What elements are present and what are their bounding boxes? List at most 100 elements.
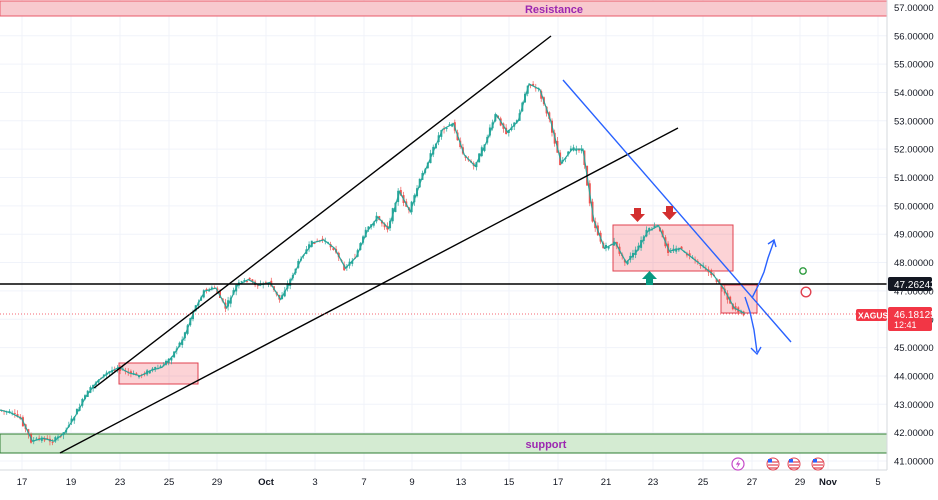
candle-body [70,418,73,423]
time-tick-label: 19 [66,477,77,488]
us-flag-event-icon-2[interactable] [787,457,801,471]
candle-body [451,123,454,127]
price-tick-label: 41.00000 [894,457,934,468]
time-tick-label: Oct [258,477,275,488]
price-tick-label: 50.00000 [894,201,934,212]
time-axis[interactable]: 17 19 23 25 29 Oct 3 7 9 13 15 17 21 23 25 27 29 Nov 5 [17,477,881,488]
candle-body [569,148,572,151]
candle-body [240,281,243,283]
candle-body [283,290,286,297]
us-flag-event-icon-3[interactable] [811,457,825,471]
price-tick-label: 57.00000 [894,3,934,14]
candle-body [343,264,346,271]
channel-upper-line[interactable] [93,35,552,389]
time-tick-label: 29 [795,477,806,488]
resistance-label: Resistance [525,4,583,16]
candle-body [208,289,211,292]
candle-body [685,253,688,256]
time-tick-label: 7 [361,477,366,488]
candle-body [243,280,246,281]
support-zone[interactable] [0,433,888,454]
last-price-tag [888,307,932,331]
candle-body [680,246,683,249]
candle-body [372,222,375,226]
level-price-text: 47.26243 [894,280,936,291]
price-series[interactable] [0,83,746,442]
price-tick-label: 51.00000 [894,173,934,184]
time-tick-label: 21 [601,477,612,488]
time-tick-label: 9 [409,477,414,488]
candle-body [264,282,267,284]
consolidation-box-2[interactable] [612,224,734,272]
candle-body [515,120,518,123]
candle-body [669,251,672,253]
descending-trendline[interactable] [562,79,792,343]
candle-body [534,87,537,89]
candle-body [721,286,724,289]
candle-body [154,366,157,369]
candle-body [383,223,386,228]
time-tick-label: 29 [212,477,223,488]
candle-body [227,300,230,307]
price-tick-label: 43.00000 [894,400,934,411]
candle-body [38,437,41,439]
candle-body [367,226,370,230]
projection-arrow-down[interactable] [744,296,758,353]
time-tick-label: 17 [553,477,564,488]
down-arrow-marker-2[interactable] [662,206,677,220]
candle-body [567,151,570,155]
candle-body [532,83,535,86]
countdown-text: 12:41 [894,320,917,330]
candle-body [35,438,38,440]
price-axis[interactable]: 41.00000 42.00000 43.00000 44.00000 45.00000… [894,3,934,468]
candle-body [13,412,16,414]
resistance-zone[interactable] [0,0,888,17]
candle-body [129,371,132,374]
up-arrow-marker[interactable] [642,271,657,285]
candle-body [251,279,254,282]
candle-body [308,244,311,249]
candle-body [248,277,251,280]
candle-body [245,281,248,282]
candle-body [159,366,162,368]
price-tick-label: 52.00000 [894,145,934,156]
candle-body [626,260,629,265]
candle-body [575,148,578,152]
projection-arrow-up[interactable] [751,240,775,299]
level-price-tag [888,277,932,291]
chart-grid [0,0,887,470]
time-tick-label: 25 [164,477,175,488]
symbol-tag [856,309,887,321]
candle-body [148,370,151,374]
time-tick-label: 15 [504,477,515,488]
candle-body [321,238,324,241]
candle-body [715,278,718,282]
candle-body [170,357,173,361]
candle-body [113,370,116,371]
price-tick-label: 53.00000 [894,116,934,127]
projection-arrow-down-head [750,346,762,356]
red-circle-marker[interactable] [800,286,812,298]
down-arrow-marker-1[interactable] [630,208,645,222]
candle-body [138,376,141,378]
consolidation-box-1[interactable] [118,362,199,385]
green-circle-marker[interactable] [799,267,807,275]
candle-body [677,249,680,251]
us-flag-event-icon[interactable] [766,457,780,471]
time-tick-label: Nov [819,477,838,488]
last-price-text: 46.18125 [894,310,936,321]
candle-body [256,285,259,287]
projection-arrow-up-head [767,238,777,248]
time-tick-label: 25 [698,477,709,488]
candle-body [119,367,122,371]
price-tick-label: 45.00000 [894,343,934,354]
candle-body [332,248,335,250]
candle-body [718,279,721,284]
candle-body [205,289,208,290]
candle-body [46,438,49,439]
channel-lower-line[interactable] [59,127,679,454]
lightning-glyph [735,459,741,469]
candle-body [51,442,54,443]
